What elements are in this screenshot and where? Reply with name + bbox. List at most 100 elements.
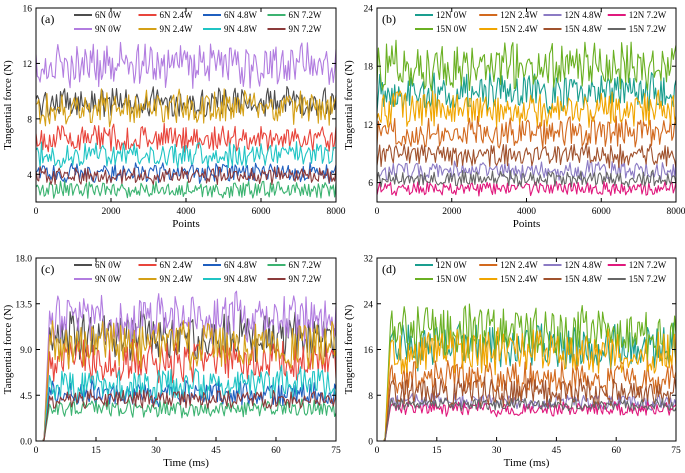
y-tick-label: 12: [23, 60, 33, 70]
legend-item: 12N 4.8W: [543, 10, 603, 20]
legend-item: 15N 7.2W: [607, 24, 667, 34]
x-tick-label: 45: [552, 446, 562, 456]
y-tick-label: 24: [364, 5, 374, 15]
legend-item: 9N 0W: [74, 274, 122, 284]
y-tick-label: 12: [364, 121, 374, 131]
series-line: [36, 379, 336, 441]
x-tick-label: 0: [375, 207, 380, 217]
legend-label: 6N 7.2W: [289, 10, 322, 20]
y-tick-label: 32: [364, 255, 374, 265]
series-line: [36, 389, 336, 441]
legend-label: 15N 4.8W: [565, 274, 603, 284]
y-tick-label: 24: [364, 300, 374, 310]
legend-label: 12N 2.4W: [500, 10, 538, 20]
y-tick-label: 16: [23, 5, 33, 15]
legend-item: 15N 4.8W: [543, 24, 603, 34]
legend-item: 12N 2.4W: [479, 260, 538, 270]
series-line: [377, 115, 676, 149]
x-tick-label: 45: [211, 446, 221, 456]
series-line: [36, 180, 336, 199]
legend-item: 6N 7.2W: [267, 260, 322, 270]
x-tick-label: 4000: [177, 207, 196, 217]
series-line: [36, 166, 336, 186]
chart-panel: 0 15 30 45 60 75 0 8 16 24 32 Time (ms) Tangential f…: [343, 255, 681, 470]
legend-label: 12N 7.2W: [629, 10, 667, 20]
legend-item: 9N 7.2W: [267, 24, 322, 34]
legend-item: 15N 0W: [415, 274, 467, 284]
series-line: [377, 142, 676, 169]
series-line: [36, 122, 336, 153]
legend-label: 15N 2.4W: [500, 24, 538, 34]
legend-label: 12N 0W: [436, 260, 467, 270]
legend-item: 15N 4.8W: [543, 274, 603, 284]
legend-item: 9N 2.4W: [138, 24, 193, 34]
y-tick-label: 8: [27, 115, 32, 125]
legend-label: 9N 4.8W: [224, 24, 257, 34]
x-tick-label: 2000: [102, 207, 121, 217]
y-tick-label: 16: [364, 346, 374, 356]
y-axis-label: Tangential force (N): [343, 304, 355, 394]
panel-label: (b): [382, 12, 396, 26]
legend-item: 12N 4.8W: [543, 260, 602, 270]
x-tick-label: 30: [151, 446, 161, 456]
y-tick-label: 18: [364, 63, 374, 73]
y-tick-label: 4: [27, 171, 32, 181]
legend-item: 15N 2.4W: [479, 24, 538, 34]
x-tick-label: 0: [34, 207, 39, 217]
legend-label: 12N 0W: [436, 10, 467, 20]
legend-label: 9N 0W: [95, 24, 122, 34]
legend-label: 6N 7.2W: [289, 260, 322, 270]
x-tick-label: 15: [432, 446, 442, 456]
series-line: [377, 397, 676, 441]
y-axis-label: Tangential force (N): [2, 60, 14, 150]
legend-label: 15N 0W: [436, 24, 467, 34]
x-tick-label: 8000: [327, 207, 346, 217]
x-tick-label: 30: [492, 446, 502, 456]
y-tick-label: 18.0: [15, 255, 32, 265]
legend-item: 15N 2.4W: [479, 274, 538, 284]
legend-label: 9N 2.4W: [160, 24, 193, 34]
series-line: [377, 39, 676, 92]
panel-label: (a): [41, 12, 54, 26]
y-tick-label: 9.0: [20, 346, 32, 356]
legend-label: 15N 4.8W: [565, 24, 603, 34]
legend-label: 12N 4.8W: [565, 10, 603, 20]
series-line: [36, 41, 336, 89]
series-line: [377, 180, 676, 197]
y-tick-label: 0.0: [20, 438, 32, 448]
legend-item: 6N 0W: [74, 10, 122, 20]
x-tick-label: 75: [671, 446, 681, 456]
legend-item: 9N 0W: [74, 24, 122, 34]
series-line: [36, 320, 336, 441]
legend-label: 15N 7.2W: [629, 274, 667, 284]
x-tick-label: 6000: [592, 207, 611, 217]
legend-item: 12N 0W: [415, 260, 467, 270]
legend-item: 12N 2.4W: [479, 10, 538, 20]
x-tick-label: 2000: [442, 207, 461, 217]
legend-label: 6N 2.4W: [160, 260, 193, 270]
legend-label: 12N 2.4W: [500, 260, 538, 270]
x-tick-label: 0: [375, 446, 380, 456]
legend-item: 9N 7.2W: [267, 274, 322, 284]
series-line: [36, 290, 336, 441]
series-line: [36, 88, 336, 128]
series-line: [377, 376, 676, 441]
legend-item: 12N 0W: [415, 10, 467, 20]
legend-label: 9N 7.2W: [289, 24, 322, 34]
plot-frame: [376, 257, 677, 442]
series-line: [377, 159, 676, 181]
legend-item: 12N 7.2W: [607, 260, 667, 270]
legend-label: 6N 0W: [95, 10, 122, 20]
series-line: [377, 303, 676, 441]
series-line: [377, 89, 676, 128]
legend-item: 9N 4.8W: [203, 24, 257, 34]
x-tick-label: 15: [91, 446, 101, 456]
legend-label: 15N 2.4W: [500, 274, 538, 284]
x-tick-label: 6000: [252, 207, 271, 217]
chart-panel: 0 15 30 45 60 75 0.0 4.5 9.0 13.5 18.0 Time (ms) Tan…: [2, 255, 341, 470]
chart-panel: 0 2000 4000 6000 8000 4 8 12 16 Points Tangential …: [2, 5, 346, 231]
legend-item: 6N 2.4W: [138, 260, 193, 270]
y-tick-label: 13.5: [15, 300, 32, 310]
legend-label: 15N 0W: [436, 274, 467, 284]
